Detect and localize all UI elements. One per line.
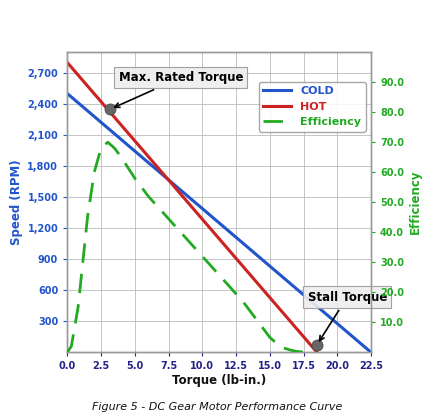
Legend: COLD, HOT, Efficiency: COLD, HOT, Efficiency [259, 82, 365, 132]
Text: Stall Torque: Stall Torque [308, 291, 387, 341]
Y-axis label: Efficiency: Efficiency [408, 170, 421, 234]
Text: Max. Rated Torque: Max. Rated Torque [115, 71, 243, 108]
X-axis label: Torque (lb-in.): Torque (lb-in.) [172, 374, 266, 387]
Y-axis label: Speed (RPM): Speed (RPM) [10, 159, 23, 245]
Text: Figure 5 - DC Gear Motor Performance Curve: Figure 5 - DC Gear Motor Performance Cur… [92, 402, 342, 412]
